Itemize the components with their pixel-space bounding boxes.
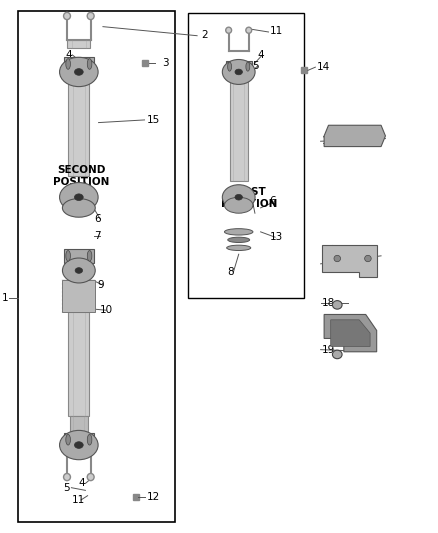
Bar [226,61,252,72]
Ellipse shape [87,473,94,481]
Bar [64,249,94,262]
Ellipse shape [226,27,232,33]
Text: 11: 11 [270,26,283,36]
Ellipse shape [87,59,92,69]
Bar [68,312,89,416]
Text: 5: 5 [252,61,258,71]
Ellipse shape [74,69,83,75]
Text: FIRST
POSITION: FIRST POSITION [221,188,277,209]
Ellipse shape [60,182,98,212]
Ellipse shape [74,194,83,200]
Ellipse shape [64,473,71,481]
Text: 5: 5 [64,61,70,71]
Text: 18: 18 [322,298,335,308]
Ellipse shape [75,268,82,273]
Text: 1: 1 [2,294,9,303]
Text: 14: 14 [317,62,330,72]
Polygon shape [324,314,377,352]
Text: 5: 5 [64,263,70,273]
Ellipse shape [223,185,255,209]
Ellipse shape [334,255,341,262]
Polygon shape [324,125,385,147]
Text: 17: 17 [322,259,335,269]
Polygon shape [331,320,370,346]
Text: 4: 4 [258,51,264,60]
Text: 10: 10 [100,305,113,315]
Ellipse shape [228,237,250,243]
Text: 15: 15 [147,115,160,125]
Ellipse shape [87,434,92,445]
Ellipse shape [227,245,251,251]
Ellipse shape [228,62,232,71]
Text: SECOND
POSITION: SECOND POSITION [53,165,109,187]
Bar [64,433,94,447]
Ellipse shape [64,12,71,20]
Ellipse shape [66,434,71,445]
Ellipse shape [74,442,83,448]
Text: 13: 13 [269,232,283,242]
Ellipse shape [66,251,71,261]
Ellipse shape [224,197,253,213]
Ellipse shape [60,57,98,86]
Bar [68,80,89,176]
Ellipse shape [87,12,94,20]
Text: 11: 11 [72,495,85,505]
Text: 7: 7 [94,231,101,240]
Ellipse shape [332,301,342,309]
Ellipse shape [246,27,252,33]
Text: 16: 16 [322,136,335,146]
Bar [67,40,90,48]
Ellipse shape [60,431,98,459]
Text: 6: 6 [269,197,276,206]
Ellipse shape [235,195,243,200]
Bar [62,280,95,312]
Text: 4: 4 [78,479,85,488]
Ellipse shape [63,258,95,283]
Text: 4: 4 [78,263,85,273]
Ellipse shape [235,69,243,75]
Ellipse shape [364,255,371,262]
Text: 19: 19 [322,345,335,354]
Bar [230,80,248,181]
Text: 12: 12 [147,492,160,502]
Text: 2: 2 [201,30,208,39]
Text: 9: 9 [97,280,104,290]
Ellipse shape [223,60,255,84]
Ellipse shape [332,350,342,359]
Text: 3: 3 [162,58,169,68]
Bar [70,416,88,437]
Text: 4: 4 [66,50,72,60]
Ellipse shape [87,251,92,261]
Ellipse shape [224,229,253,235]
Ellipse shape [63,199,95,217]
Ellipse shape [66,59,71,69]
Polygon shape [322,245,377,277]
Bar [64,58,94,70]
Text: 8: 8 [227,267,233,277]
Ellipse shape [246,62,250,71]
Text: 6: 6 [94,214,101,223]
Text: 5: 5 [64,483,70,492]
Text: 8: 8 [77,255,83,264]
